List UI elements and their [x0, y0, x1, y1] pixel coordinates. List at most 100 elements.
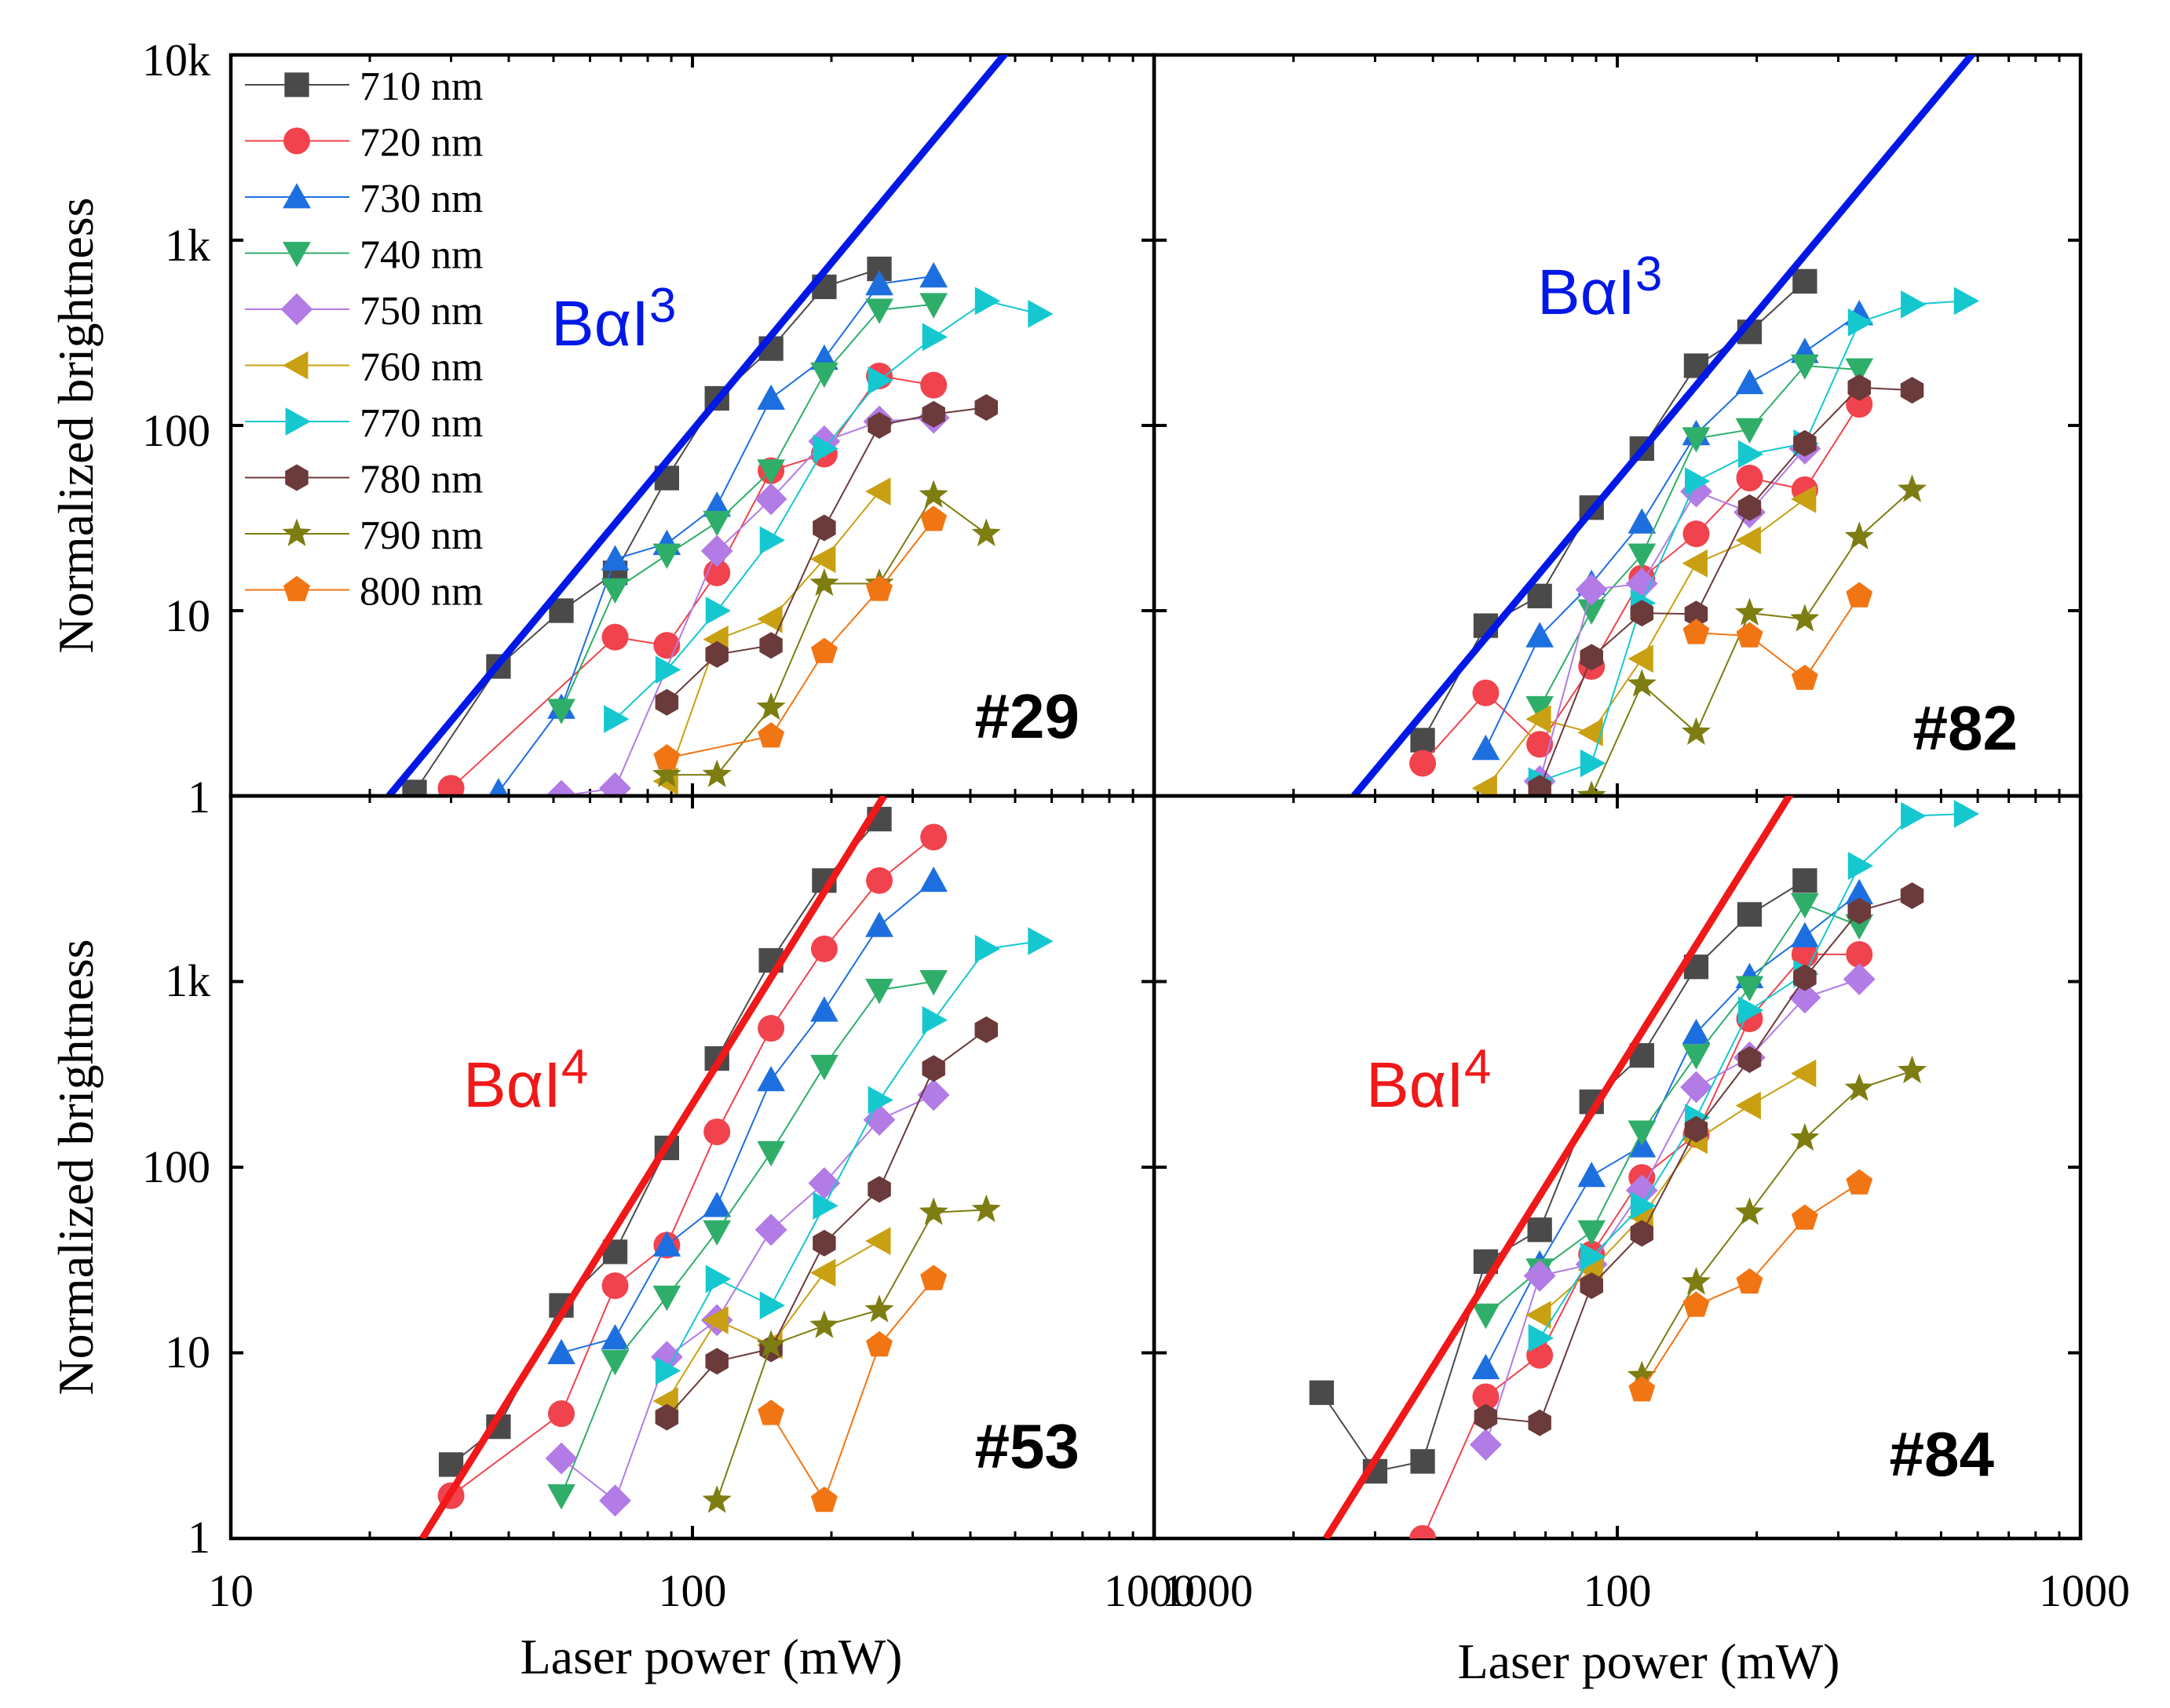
data-point — [756, 692, 786, 721]
data-point — [1680, 1071, 1712, 1104]
series-750-nm — [1523, 432, 1821, 796]
data-point — [1953, 286, 1980, 316]
fit-label-82: BαI3 — [1537, 247, 1662, 328]
data-point — [754, 1213, 787, 1246]
data-point — [1792, 268, 1817, 294]
series-740-nm — [1471, 892, 1874, 1330]
data-point — [759, 1291, 785, 1319]
series-790-nm — [1576, 474, 1927, 796]
legend-marker — [283, 242, 311, 268]
series-780-nm — [1474, 882, 1924, 1436]
data-point — [813, 434, 838, 463]
data-point — [703, 1306, 729, 1334]
data-point — [655, 1403, 679, 1431]
data-point — [1630, 1192, 1657, 1220]
data-point — [1625, 568, 1658, 600]
data-point — [922, 400, 945, 428]
data-point — [1409, 1525, 1437, 1538]
ytick-label-bottom-10: 10 — [165, 1327, 210, 1378]
data-point — [1028, 927, 1054, 955]
data-point — [1735, 526, 1761, 555]
series-800-nm — [653, 505, 948, 770]
legend-item: 710 nm — [245, 64, 483, 109]
data-point — [601, 1272, 629, 1299]
data-point — [920, 505, 948, 531]
data-point — [1525, 622, 1554, 648]
data-point — [1523, 1260, 1556, 1292]
data-point — [810, 362, 838, 389]
data-point — [865, 1227, 891, 1255]
fit-label-29: BαI3 — [551, 279, 676, 359]
legend-item: 760 nm — [245, 345, 483, 390]
data-point — [1901, 290, 1927, 319]
data-point — [1684, 1115, 1708, 1143]
series-740-nm — [547, 293, 948, 724]
data-point — [1735, 976, 1764, 1002]
data-point — [1525, 705, 1551, 733]
data-point — [865, 477, 891, 505]
data-point — [601, 1349, 630, 1376]
legend-marker — [283, 351, 309, 380]
data-point — [1575, 573, 1608, 606]
data-point — [1788, 981, 1821, 1014]
data-point — [868, 1176, 891, 1203]
data-point — [1791, 1204, 1818, 1230]
legend-marker — [284, 72, 309, 97]
legend-label: 710 nm — [360, 64, 483, 109]
data-point — [655, 1356, 681, 1385]
legend-item: 780 nm — [245, 458, 483, 502]
series-line — [561, 417, 934, 796]
panel-29 — [228, 53, 1156, 798]
data-point — [652, 543, 681, 569]
series-line — [561, 1094, 934, 1502]
data-point — [488, 778, 509, 796]
legend-marker — [285, 407, 311, 436]
series-790-nm — [702, 1194, 1001, 1513]
data-point — [1580, 749, 1606, 778]
data-point — [1738, 996, 1764, 1024]
series-line — [770, 1278, 934, 1503]
data-point — [1472, 1383, 1500, 1411]
legend-item: 740 nm — [245, 233, 483, 278]
data-point — [1844, 1073, 1874, 1101]
data-point — [1470, 1429, 1502, 1461]
data-point — [703, 510, 732, 537]
legend-marker — [283, 127, 310, 155]
data-point — [1577, 599, 1606, 625]
fit-label-82-exp: 3 — [1635, 247, 1662, 301]
data-point — [756, 1330, 786, 1358]
series-800-nm — [1628, 1169, 1873, 1402]
panel-label-53: #53 — [975, 1411, 1080, 1481]
data-point — [705, 1348, 729, 1375]
data-point — [1844, 521, 1874, 549]
data-point — [974, 935, 1001, 963]
series-770-nm — [604, 286, 1054, 733]
data-point — [703, 1118, 731, 1145]
data-point — [652, 1285, 681, 1312]
data-point — [922, 1055, 945, 1082]
data-point — [1791, 354, 1819, 380]
data-point — [601, 623, 629, 651]
data-point — [1577, 1162, 1606, 1188]
panel-label-29: #29 — [975, 681, 1080, 751]
series-line — [1641, 1070, 1912, 1377]
data-point — [1791, 1059, 1817, 1088]
data-point — [868, 412, 891, 439]
data-point — [547, 1484, 575, 1510]
series-760-nm — [1525, 1059, 1817, 1330]
data-point — [1900, 882, 1924, 910]
xtick-label-left-1000: 1000 — [1104, 1565, 1195, 1616]
data-point — [652, 759, 681, 787]
data-area — [419, 796, 1054, 1538]
data-point — [1472, 679, 1500, 706]
legend-item: 730 nm — [245, 177, 483, 221]
data-point — [1793, 429, 1817, 457]
legend-marker — [285, 464, 309, 491]
data-point — [655, 655, 681, 684]
plot-frame — [1152, 53, 2083, 798]
xtick-label-right-1000: 1000 — [1162, 1565, 1253, 1616]
data-point — [809, 568, 839, 597]
series-800-nm — [758, 1265, 948, 1513]
fit-line — [1351, 55, 1977, 796]
data-point — [402, 779, 427, 796]
